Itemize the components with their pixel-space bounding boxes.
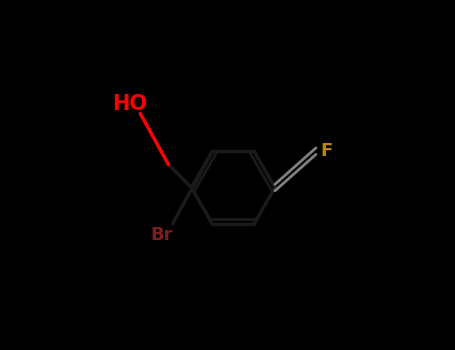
Text: HO: HO: [112, 94, 147, 114]
Text: F: F: [320, 142, 332, 160]
Text: Br: Br: [151, 226, 173, 244]
